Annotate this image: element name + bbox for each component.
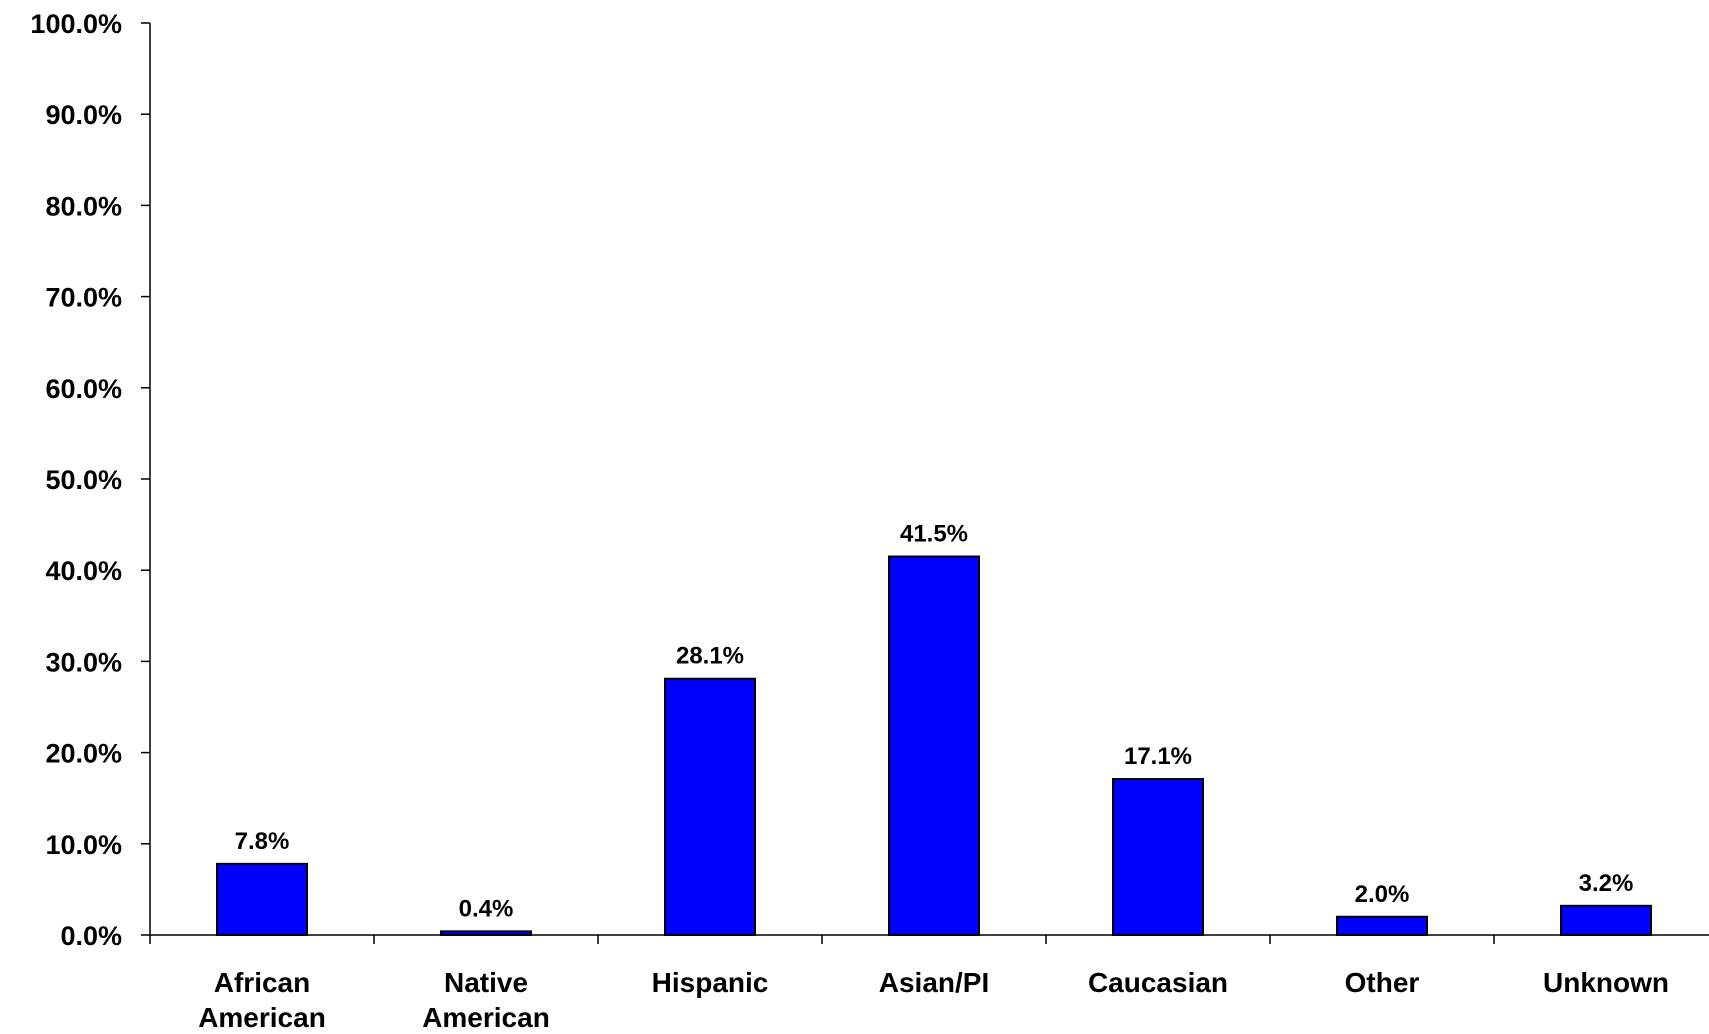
y-tick-label: 100.0% [30, 9, 122, 39]
y-tick-label: 0.0% [60, 921, 122, 951]
y-tick-label: 40.0% [45, 556, 122, 586]
category-labels: African American Native American Hispanic Asi… [198, 967, 1669, 1033]
x-tick-label: American [198, 1002, 326, 1033]
data-label: 7.8% [235, 828, 290, 855]
y-tick-label: 80.0% [45, 191, 122, 221]
x-tick-label: Other [1345, 967, 1420, 998]
y-tick-label: 30.0% [45, 647, 122, 677]
x-tick-label: Hispanic [652, 967, 769, 998]
y-tick-label: 50.0% [45, 465, 122, 495]
y-tick-label: 10.0% [45, 830, 122, 860]
data-label: 41.5% [900, 521, 968, 548]
bar [664, 677, 756, 937]
y-tick-label: 90.0% [45, 100, 122, 130]
y-tick-label: 20.0% [45, 739, 122, 769]
bar [1336, 915, 1428, 937]
bar [1560, 904, 1652, 936]
x-tick-label: Unknown [1543, 967, 1669, 998]
y-tick-label: 70.0% [45, 283, 122, 313]
data-label: 2.0% [1355, 881, 1410, 908]
value-labels: 7.8% 0.4% 28.1% 41.5% 17.1% 2.0% 3.2% [235, 521, 1634, 923]
bar [888, 555, 980, 937]
data-label: 3.2% [1579, 870, 1634, 897]
data-label: 17.1% [1124, 743, 1192, 770]
x-tick-label: Native [444, 967, 528, 998]
data-label: 28.1% [676, 643, 744, 670]
x-axis [149, 934, 1709, 944]
x-tick-label: Asian/PI [879, 967, 989, 998]
x-tick-label: African [214, 967, 310, 998]
bar [440, 930, 532, 936]
y-tick-label: 60.0% [45, 374, 122, 404]
x-tick-label: American [422, 1002, 550, 1033]
bars [216, 555, 1652, 937]
bar [1112, 778, 1204, 936]
x-tick-label: Caucasian [1088, 967, 1228, 998]
data-label: 0.4% [459, 895, 514, 922]
y-axis: 0.0% 10.0% 20.0% 30.0% 40.0% 50.0% 60.0% 70.0% 8… [30, 9, 151, 951]
bar [216, 862, 308, 937]
